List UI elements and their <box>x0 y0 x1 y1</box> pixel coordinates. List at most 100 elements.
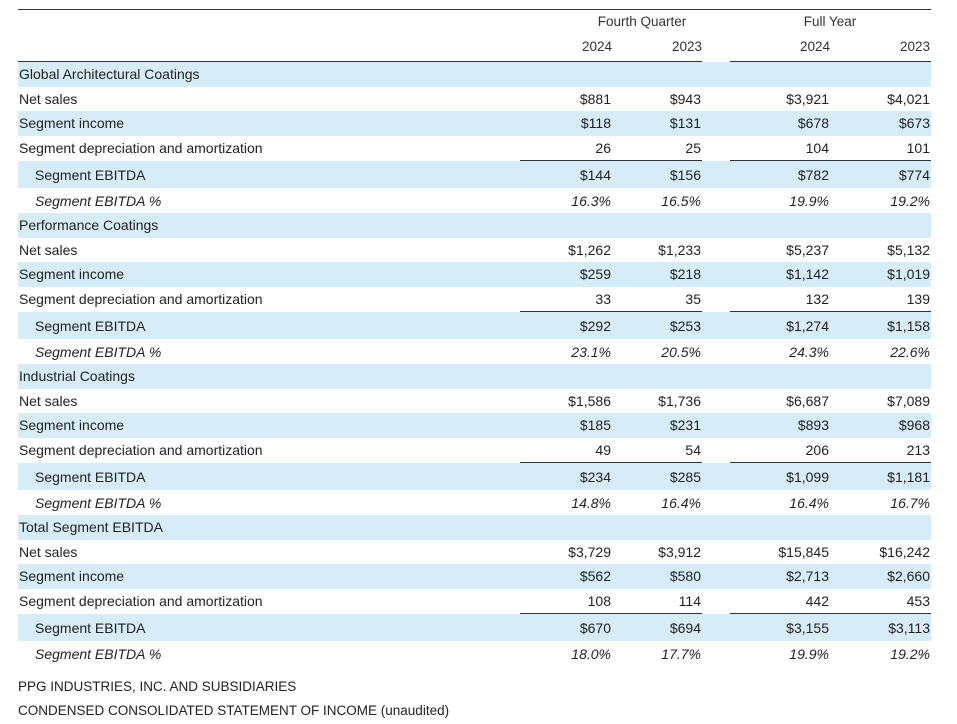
fy-2023-value: 22.6% <box>890 343 930 360</box>
row-label: Segment income <box>18 111 520 136</box>
row-label: Segment income <box>18 564 520 589</box>
table-row: Segment EBITDA $670 $694 $3,155 $3,113 <box>18 613 931 642</box>
q4-2023-value <box>612 363 702 389</box>
q4-2023-value: $131 <box>612 111 702 136</box>
column-gap <box>702 87 730 112</box>
q4-2023-value: $1,736 <box>658 392 701 409</box>
table-row: Segment income $185 $231 $893 $968 <box>18 413 931 438</box>
q4-2024-value <box>520 514 612 540</box>
fy-2023-value: 213 <box>906 442 930 459</box>
q4-2024-value <box>520 62 612 87</box>
q4-2023-value: 20.5% <box>661 343 701 360</box>
fy-2023-value: 139 <box>906 291 930 308</box>
column-gap <box>702 62 730 87</box>
row-label: Segment EBITDA % <box>35 645 162 662</box>
row-label: Net sales <box>19 543 78 560</box>
q4-2024-value: 23.1% <box>571 343 611 360</box>
q4-2024-value: $144 <box>520 160 612 189</box>
row-label: Segment depreciation and amortization <box>19 593 263 610</box>
fy-2023-value: $3,113 <box>830 613 931 642</box>
fy-2023-value <box>830 62 931 87</box>
table-row: Segment depreciation and amortization 26 2… <box>18 136 931 161</box>
column-gap <box>702 188 730 213</box>
year-header-fy-2023: 2023 <box>899 39 930 54</box>
fy-2024-value: $678 <box>730 111 830 136</box>
table-row: Segment EBITDA $234 $285 $1,099 $1,181 <box>18 462 931 491</box>
fy-2024-value: $1,274 <box>730 311 830 340</box>
q4-2024-value: 26 <box>595 140 611 157</box>
fy-2023-value: 453 <box>906 592 930 609</box>
section-label: Performance Coatings <box>18 212 520 238</box>
fy-2023-value: $1,158 <box>830 311 931 340</box>
table-row: Segment EBITDA $292 $253 $1,274 $1,158 <box>18 311 931 340</box>
fy-2023-value: 101 <box>906 140 930 157</box>
row-label: Net sales <box>19 90 78 107</box>
year-header-q4-2023: 2023 <box>671 39 702 54</box>
row-label: Segment income <box>18 262 520 287</box>
fy-2024-value: $893 <box>730 413 830 438</box>
section-header-row: Performance Coatings <box>18 212 931 238</box>
column-gap <box>702 589 730 614</box>
q4-2023-value <box>612 514 702 540</box>
q4-2024-value: 18.0% <box>571 645 611 662</box>
q4-2024-value: $881 <box>579 90 611 107</box>
q4-2023-value: $3,912 <box>658 543 701 560</box>
q4-2024-value: 16.3% <box>571 192 611 209</box>
row-label: Net sales <box>19 241 78 258</box>
table-row: Segment depreciation and amortization 108… <box>18 589 931 614</box>
q4-2024-value: 14.8% <box>571 494 611 511</box>
fy-2024-value: 19.9% <box>789 192 829 209</box>
row-label: Net sales <box>19 392 78 409</box>
column-gap <box>702 363 730 389</box>
column-gap <box>702 490 730 515</box>
fy-2023-value: 19.2% <box>890 645 930 662</box>
q4-2024-value: $670 <box>520 613 612 642</box>
fy-2023-value: 16.7% <box>890 494 930 511</box>
fy-2023-value <box>830 363 931 389</box>
column-gap <box>702 564 730 589</box>
header-full-year: Full Year <box>803 14 857 29</box>
fy-2024-value: $15,845 <box>778 543 829 560</box>
fy-2024-value: 19.9% <box>789 645 829 662</box>
header-fourth-quarter: Fourth Quarter <box>597 14 687 29</box>
fy-2024-value: $6,687 <box>786 392 829 409</box>
section-header-row: Global Architectural Coatings <box>18 62 931 87</box>
table-row: Segment EBITDA % 23.1% 20.5% 24.3% 22.6% <box>18 339 931 364</box>
column-gap <box>702 160 730 189</box>
row-label: Segment depreciation and amortization <box>19 291 263 308</box>
table-row: Segment EBITDA % 14.8% 16.4% 16.4% 16.7% <box>18 490 931 515</box>
q4-2024-value: $234 <box>520 462 612 491</box>
q4-2024-value: $1,262 <box>568 241 611 258</box>
table-row: Segment EBITDA $144 $156 $782 $774 <box>18 160 931 189</box>
column-gap <box>702 413 730 438</box>
q4-2024-value: $185 <box>520 413 612 438</box>
fy-2024-value: $2,713 <box>730 564 830 589</box>
q4-2023-value <box>612 212 702 238</box>
table-row: Segment depreciation and amortization 49 5… <box>18 438 931 463</box>
year-header-q4-2024: 2024 <box>581 39 612 54</box>
column-gap <box>702 262 730 287</box>
q4-2024-value: $118 <box>520 111 612 136</box>
table-row: Net sales $1,262 $1,233 $5,237 $5,132 <box>18 238 931 263</box>
fy-2023-value: $16,242 <box>879 543 930 560</box>
row-label: Segment EBITDA <box>18 160 520 189</box>
table-row: Segment EBITDA % 18.0% 17.7% 19.9% 19.2% <box>18 641 931 666</box>
row-label: Segment EBITDA % <box>35 494 162 511</box>
table-row: Net sales $3,729 $3,912 $15,845 $16,242 <box>18 540 931 565</box>
column-gap <box>702 613 730 642</box>
column-gap <box>702 311 730 340</box>
footer-statement-title: CONDENSED CONSOLIDATED STATEMENT OF INCO… <box>18 703 450 718</box>
column-gap <box>702 339 730 364</box>
q4-2024-value: $292 <box>520 311 612 340</box>
q4-2023-value: $231 <box>612 413 702 438</box>
table-row: Segment income $259 $218 $1,142 $1,019 <box>18 262 931 287</box>
column-gap <box>702 462 730 491</box>
fy-2023-value <box>830 514 931 540</box>
column-gap <box>702 641 730 666</box>
q4-2024-value: $3,729 <box>568 543 611 560</box>
section-header-row: Industrial Coatings <box>18 363 931 389</box>
section-label: Industrial Coatings <box>18 363 520 389</box>
q4-2023-value: 35 <box>685 291 701 308</box>
footer-company-name: PPG INDUSTRIES, INC. AND SUBSIDIARIES <box>18 679 297 694</box>
column-gap <box>702 389 730 414</box>
